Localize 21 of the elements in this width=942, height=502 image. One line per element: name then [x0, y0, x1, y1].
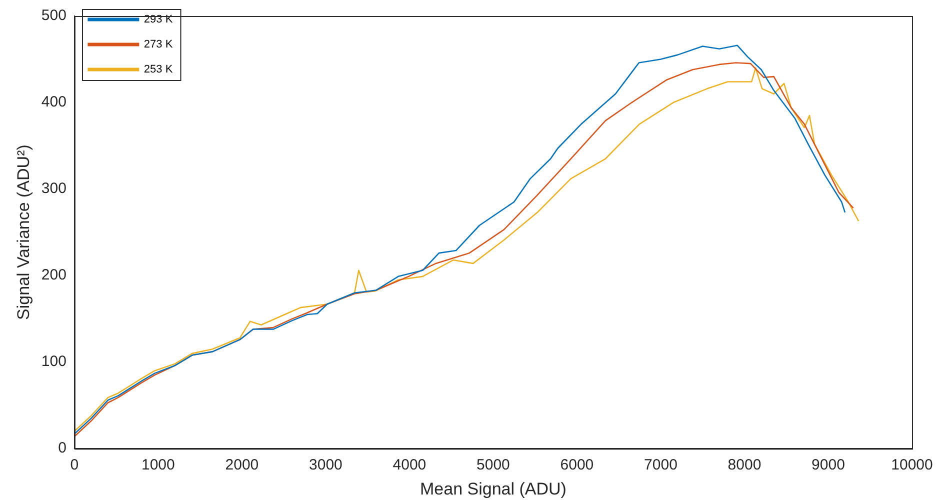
- x-tick-label: 7000: [644, 456, 678, 474]
- x-tick-label: 9000: [812, 456, 845, 474]
- legend-label: 273 K: [144, 38, 174, 51]
- legend-label: 253 K: [144, 64, 174, 76]
- x-tick-label: 1000: [141, 456, 175, 474]
- x-axis-title: Mean Signal (ADU): [420, 479, 566, 498]
- x-tick-label: 3000: [309, 456, 342, 474]
- x-tick-label: 6000: [560, 456, 594, 474]
- x-tick-label: 10000: [891, 456, 933, 474]
- y-tick-label: 300: [41, 180, 66, 198]
- y-tick-label: 0: [58, 440, 66, 457]
- x-tick-label: 5000: [476, 456, 510, 474]
- x-tick-label: 2000: [225, 456, 259, 474]
- x-tick-label: 4000: [392, 456, 426, 474]
- y-tick-label: 400: [41, 94, 66, 111]
- y-tick-label: 200: [41, 266, 66, 284]
- y-tick-label: 100: [41, 353, 66, 370]
- y-axis-title: Signal Variance (ADU²): [14, 144, 33, 320]
- x-tick-label: 8000: [728, 456, 762, 474]
- x-tick-label: 0: [70, 456, 79, 474]
- y-tick-label: 500: [41, 7, 66, 24]
